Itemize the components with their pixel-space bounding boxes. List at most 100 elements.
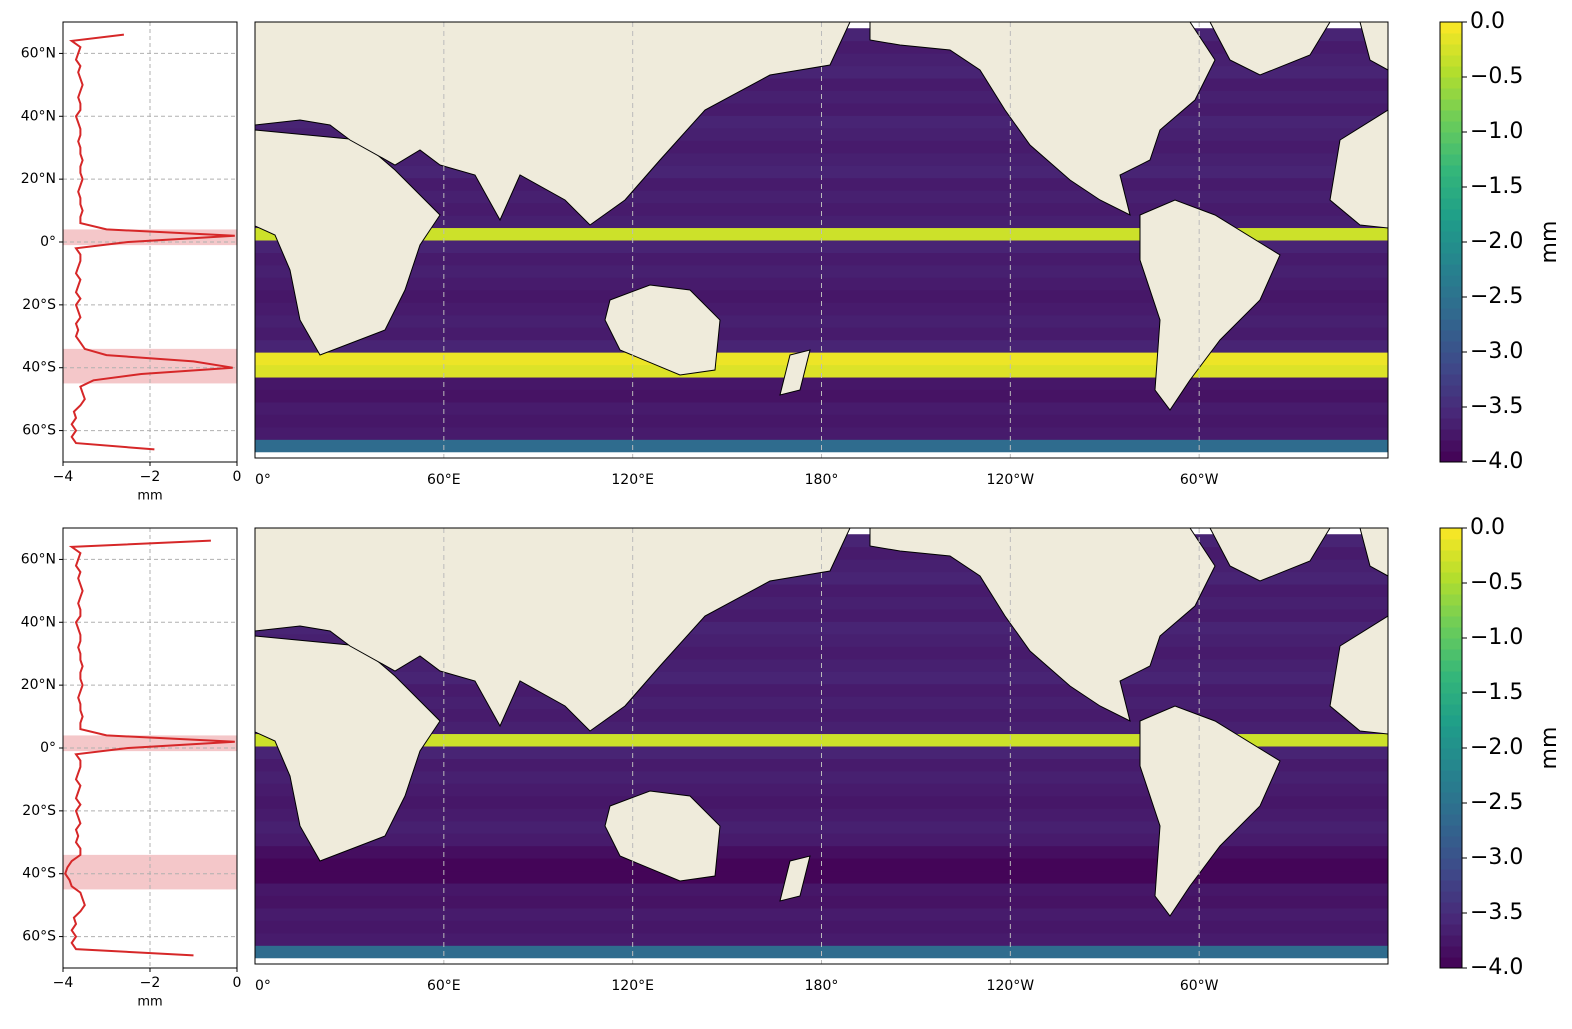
x-tick-label: 60°E	[427, 472, 461, 488]
x-tick-label: 120°W	[987, 472, 1035, 488]
colorbar-cell	[1440, 957, 1462, 969]
colorbar-cell	[1440, 33, 1462, 45]
colorbar-cell	[1440, 572, 1462, 584]
colorbar-cell	[1440, 539, 1462, 551]
colorbar-cell	[1440, 88, 1462, 100]
colorbar-cell	[1440, 891, 1462, 903]
x-tick-label: −4	[53, 975, 74, 991]
colorbar-cell	[1440, 924, 1462, 936]
heat-band	[255, 746, 1388, 759]
colorbar-cell	[1440, 913, 1462, 925]
colorbar-cell	[1440, 550, 1462, 562]
colorbar-cell	[1440, 154, 1462, 166]
x-tick-label: 120°E	[611, 472, 654, 488]
y-tick-label: 40°N	[21, 614, 56, 630]
colorbar-tick-label: −2.5	[1470, 790, 1523, 815]
colorbar-cell	[1440, 264, 1462, 276]
colorbar-tick-label: −3.0	[1470, 845, 1523, 870]
x-tick-label: 60°E	[427, 978, 461, 994]
colorbar-tick-label: −3.5	[1470, 394, 1523, 419]
colorbar-tick-label: 0.0	[1470, 9, 1505, 34]
colorbar-label: mm	[1537, 727, 1562, 770]
x-tick-label: 0	[233, 975, 242, 991]
colorbar-cell	[1440, 110, 1462, 122]
colorbar-cell	[1440, 297, 1462, 309]
colorbar-tick-label: −1.0	[1470, 119, 1523, 144]
heat-band	[255, 302, 1388, 316]
x-tick-label: −2	[140, 469, 161, 485]
heat-band	[255, 770, 1388, 784]
heat-band	[255, 733, 1388, 747]
colorbar-tick-label: −1.0	[1470, 625, 1523, 650]
heat-band	[255, 907, 1388, 921]
heat-band	[255, 932, 1388, 946]
heat-band	[255, 426, 1388, 440]
colorbar-cell	[1440, 583, 1462, 595]
y-tick-label: 60°N	[21, 45, 56, 61]
colorbar-cell	[1440, 869, 1462, 881]
colorbar-cell	[1440, 836, 1462, 848]
colorbar-cell	[1440, 231, 1462, 243]
axes-frame	[62, 527, 238, 969]
panels: 60°S 40°S 20°S 0° 20°N 40°N 60°N −4 −2 0 mm 0° 60°E 1…	[21, 9, 1562, 1010]
colorbar-cell	[1440, 418, 1462, 430]
colorbar-cell	[1440, 99, 1462, 111]
heat-band	[255, 327, 1388, 341]
colorbar-tick-label: −3.5	[1470, 900, 1523, 925]
colorbar-cell	[1440, 352, 1462, 364]
y-tick-label: 0°	[40, 740, 56, 756]
colorbar-cell	[1440, 275, 1462, 287]
colorbar-cell	[1440, 814, 1462, 826]
heat-band	[255, 708, 1388, 722]
colorbar-tick-label: −2.0	[1470, 735, 1523, 760]
axes-frame	[62, 21, 238, 463]
colorbar-tick-label: −4.0	[1470, 449, 1523, 474]
colorbar-cell	[1440, 198, 1462, 210]
x-tick-label: 0°	[255, 978, 271, 994]
colorbar-cell	[1440, 748, 1462, 760]
colorbar-cell	[1440, 638, 1462, 650]
colorbar-cell	[1440, 759, 1462, 771]
map-area	[255, 528, 1388, 959]
colorbar-cell	[1440, 165, 1462, 177]
colorbar-cell	[1440, 440, 1462, 452]
x-tick-label: 180°	[805, 978, 839, 994]
y-tick-label: 20°N	[21, 171, 56, 187]
y-tick-label: 40°S	[22, 360, 56, 376]
colorbar-cell	[1440, 308, 1462, 320]
map-frame	[254, 527, 1389, 965]
colorbar-cell	[1440, 594, 1462, 606]
y-tick-label: 40°S	[22, 866, 56, 882]
colorbar-tick-label: −1.5	[1470, 174, 1523, 199]
x-tick-label: 120°W	[987, 978, 1035, 994]
colorbar-cell	[1440, 803, 1462, 815]
colorbar-cell	[1440, 704, 1462, 716]
heat-band	[255, 364, 1388, 378]
y-tick-label: 60°N	[21, 551, 56, 567]
colorbar-cell	[1440, 858, 1462, 870]
heat-band	[255, 833, 1388, 847]
heat-band	[255, 240, 1388, 253]
colorbar-cell	[1440, 209, 1462, 221]
colorbar-cell	[1440, 77, 1462, 89]
colorbar-cell	[1440, 682, 1462, 694]
colorbar-cell	[1440, 616, 1462, 628]
colorbar-cell	[1440, 374, 1462, 386]
x-tick-label: 60°W	[1180, 472, 1219, 488]
colorbar-cell	[1440, 385, 1462, 397]
y-tick-label: 0°	[40, 234, 56, 250]
x-tick-label: −4	[53, 469, 74, 485]
colorbar-tick-label: −0.5	[1470, 64, 1523, 89]
colorbar-cell	[1440, 737, 1462, 749]
colorbar-cell	[1440, 847, 1462, 859]
heat-band	[255, 401, 1388, 415]
colorbar-cell	[1440, 341, 1462, 353]
colorbar-cell	[1440, 363, 1462, 375]
colorbar-cell	[1440, 396, 1462, 408]
colorbar-tick-label: −2.0	[1470, 229, 1523, 254]
colorbar-cell	[1440, 22, 1462, 34]
y-tick-label: 60°S	[22, 423, 56, 439]
colorbar-tick-label: −1.5	[1470, 680, 1523, 705]
